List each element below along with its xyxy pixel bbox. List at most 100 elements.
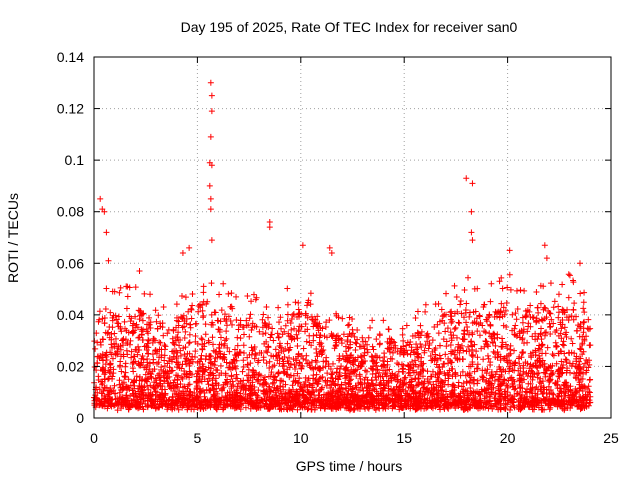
data-point — [538, 316, 545, 323]
data-point — [504, 384, 511, 391]
data-point — [502, 405, 509, 412]
data-point — [247, 360, 254, 367]
data-point — [137, 362, 144, 369]
data-point — [346, 407, 353, 414]
data-point — [380, 367, 387, 374]
data-point — [456, 398, 463, 405]
data-point — [267, 334, 274, 341]
data-point — [286, 346, 293, 353]
data-point — [453, 294, 460, 301]
data-point — [441, 320, 448, 327]
data-point — [295, 311, 302, 318]
data-point — [487, 382, 494, 389]
data-point — [265, 344, 272, 351]
data-point — [293, 357, 300, 364]
data-point — [487, 397, 494, 404]
data-point — [493, 309, 500, 316]
data-point — [292, 379, 299, 386]
data-point — [329, 375, 336, 382]
data-point — [157, 374, 164, 381]
data-point — [471, 376, 478, 383]
data-point — [513, 287, 520, 294]
data-point — [460, 394, 467, 401]
data-point — [365, 334, 372, 341]
data-point — [449, 365, 456, 372]
data-point — [156, 339, 163, 346]
data-point — [407, 385, 414, 392]
data-point — [340, 331, 347, 338]
data-point — [354, 405, 361, 412]
data-point — [437, 355, 444, 362]
data-point — [292, 366, 299, 373]
data-point — [292, 402, 299, 409]
data-point — [237, 406, 244, 413]
data-point — [565, 349, 572, 356]
data-point — [101, 208, 108, 215]
data-point — [573, 313, 580, 320]
data-point — [520, 362, 527, 369]
data-point — [422, 308, 429, 315]
data-point — [289, 312, 296, 319]
data-point — [327, 365, 334, 372]
data-point — [132, 324, 139, 331]
data-point — [186, 244, 193, 251]
data-point — [435, 300, 442, 307]
data-point — [336, 373, 343, 380]
data-point — [159, 320, 166, 327]
data-point — [483, 401, 490, 408]
data-point — [429, 348, 436, 355]
data-point — [224, 401, 231, 408]
data-point — [495, 351, 502, 358]
data-point — [548, 316, 555, 323]
data-point — [278, 377, 285, 384]
data-point — [361, 380, 368, 387]
data-point — [265, 314, 272, 321]
data-point — [134, 351, 141, 358]
data-point — [149, 339, 156, 346]
data-point — [253, 376, 260, 383]
data-point — [94, 353, 101, 360]
data-point — [473, 320, 480, 327]
data-point — [411, 398, 418, 405]
data-point — [158, 351, 165, 358]
data-point — [325, 395, 332, 402]
data-point — [104, 405, 111, 412]
data-point — [557, 330, 564, 337]
data-point — [417, 332, 424, 339]
data-point — [513, 333, 520, 340]
data-point — [384, 345, 391, 352]
data-point — [189, 291, 196, 298]
data-point — [181, 383, 188, 390]
data-point — [195, 369, 202, 376]
data-point — [140, 356, 147, 363]
data-point — [294, 406, 301, 413]
data-point — [409, 333, 416, 340]
data-point — [580, 305, 587, 312]
data-point — [460, 336, 467, 343]
data-point — [198, 335, 205, 342]
data-point — [328, 371, 335, 378]
data-point — [370, 357, 377, 364]
data-point — [519, 335, 526, 342]
data-point — [222, 372, 229, 379]
data-point — [451, 325, 458, 332]
data-point — [386, 348, 393, 355]
data-point — [471, 368, 478, 375]
data-point — [108, 396, 115, 403]
data-point — [346, 321, 353, 328]
data-point — [403, 381, 410, 388]
data-point — [344, 337, 351, 344]
data-point — [338, 363, 345, 370]
data-point — [271, 362, 278, 369]
data-point — [576, 387, 583, 394]
data-point — [454, 355, 461, 362]
data-point — [440, 404, 447, 411]
data-point — [503, 401, 510, 408]
data-point — [294, 335, 301, 342]
data-point — [386, 340, 393, 347]
data-point — [418, 328, 425, 335]
data-point — [448, 313, 455, 320]
data-point — [541, 242, 548, 249]
data-point — [422, 400, 429, 407]
data-point — [164, 370, 171, 377]
